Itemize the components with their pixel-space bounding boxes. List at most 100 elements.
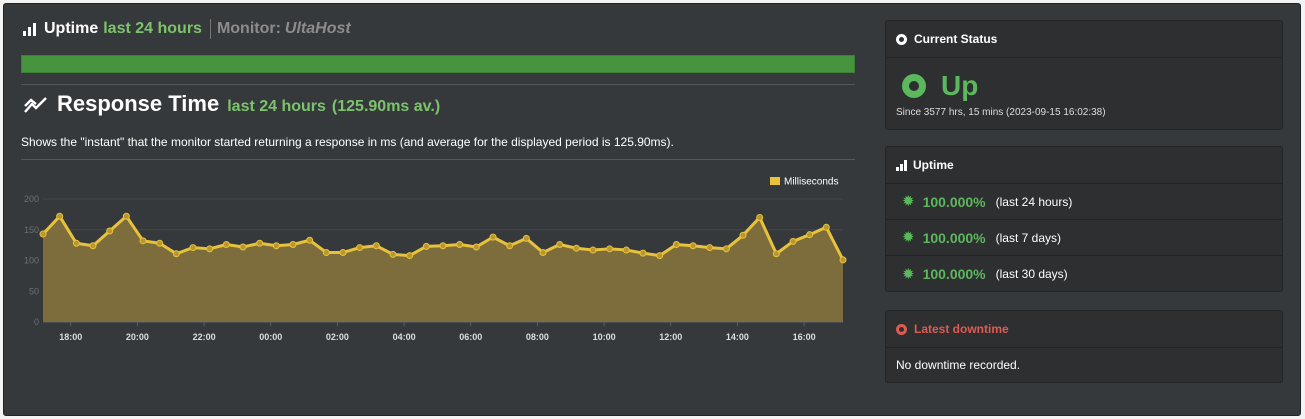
status-text: Up [941, 70, 979, 101]
response-time-period: last 24 hours [227, 98, 326, 115]
bar-chart-icon [23, 22, 36, 36]
uptime-header: Uptime last 24 hours Monitor: UltaHost [21, 18, 855, 40]
data-point [72, 239, 80, 247]
response-time-chart: 0 50 100 150 200 18:00 20:00 22:00 00:00 02:00 04:… [21, 166, 855, 342]
x-tick-label: 14:00 [726, 332, 749, 341]
y-tick-label: 200 [24, 194, 39, 204]
uptime-range: (last 7 days) [995, 230, 1061, 245]
x-tick-label: 06:00 [459, 332, 482, 341]
data-point [672, 241, 680, 249]
legend-swatch [770, 177, 780, 185]
data-point [256, 239, 264, 247]
data-point [556, 241, 564, 249]
x-tick-label: 16:00 [793, 332, 816, 341]
data-point [406, 252, 414, 260]
data-point [806, 231, 814, 239]
data-point [789, 237, 797, 245]
uptime-range: (last 24 hours) [995, 194, 1073, 209]
data-point [722, 245, 730, 253]
data-point [389, 250, 397, 258]
data-point [522, 234, 530, 242]
line-chart-icon [24, 97, 47, 113]
data-point [239, 243, 247, 251]
y-tick-label: 0 [34, 317, 39, 327]
data-point [506, 242, 514, 250]
x-tick-label: 10:00 [593, 332, 616, 341]
latest-downtime-message: No downtime recorded. [896, 358, 1021, 372]
data-point [222, 241, 230, 249]
data-point [706, 244, 714, 252]
data-point [139, 237, 147, 245]
x-tick-label: 00:00 [259, 332, 282, 341]
data-point [739, 231, 747, 239]
gear-icon: ✹ [902, 265, 915, 283]
y-tick-label: 100 [24, 256, 39, 266]
status-since: Since 3577 hrs, 15 mins (2023-09-15 16:0… [896, 107, 1106, 118]
uptime-panel: Uptime ✹ 100.000% (last 24 hours) ✹ 100.… [885, 146, 1283, 292]
x-tick-label: 02:00 [326, 332, 349, 341]
response-time-average: (125.90ms av.) [331, 98, 441, 115]
dashboard-frame: Uptime last 24 hours Monitor: UltaHost R… [3, 3, 1301, 416]
gear-icon: ✹ [902, 229, 915, 246]
data-point [772, 250, 780, 258]
x-tick-label: 12:00 [659, 332, 682, 341]
data-point [39, 230, 47, 238]
data-point [622, 246, 630, 254]
uptime-title: Uptime [44, 20, 99, 37]
data-point [489, 233, 497, 241]
data-point [456, 241, 464, 249]
data-point [639, 249, 647, 257]
uptime-row: ✹ 100.000% (last 30 days) [886, 256, 1282, 292]
data-point [289, 241, 297, 249]
status-up-icon [902, 74, 926, 98]
alert-dot-icon [896, 323, 907, 335]
data-point [572, 244, 580, 252]
x-tick-label: 04:00 [393, 332, 416, 341]
data-point [822, 223, 830, 231]
uptime-percent: 100.000% [922, 229, 986, 246]
uptime-panel-header: Uptime [886, 147, 1282, 184]
data-point [356, 244, 364, 252]
response-time-title: Response Time [57, 91, 220, 116]
legend-label: Milliseconds [784, 177, 838, 188]
series-area [43, 216, 843, 322]
x-tick-label: 08:00 [526, 332, 549, 341]
current-status-panel: Current Status Up Since 3577 hrs, 15 min… [885, 20, 1283, 130]
status-row: Up [886, 58, 1282, 102]
y-tick-label: 150 [24, 225, 39, 235]
current-status-header: Current Status [886, 21, 1282, 58]
header-separator [209, 19, 211, 39]
x-tick-label: 20:00 [126, 332, 149, 341]
data-point [756, 213, 764, 221]
uptime-row: ✹ 100.000% (last 7 days) [886, 220, 1282, 256]
uptime-period: last 24 hours [103, 20, 202, 37]
data-point [656, 252, 664, 260]
data-point [539, 249, 547, 257]
divider [21, 159, 855, 160]
current-status-title: Current Status [914, 32, 998, 46]
data-point [56, 212, 64, 220]
data-point [422, 242, 430, 250]
uptime-panel-title: Uptime [913, 158, 954, 172]
uptime-range: (last 30 days) [995, 267, 1068, 281]
data-point [206, 245, 214, 253]
latest-downtime-panel: Latest downtime No downtime recorded. [885, 310, 1283, 383]
data-point [839, 256, 847, 264]
data-point [272, 242, 280, 250]
response-time-header: Response Time last 24 hours (125.90ms av… [21, 91, 855, 119]
data-point [122, 212, 130, 220]
uptime-percent: 100.000% [922, 266, 986, 282]
monitor-name: UltaHost [284, 20, 351, 37]
data-point [106, 227, 114, 235]
uptime-percent: 100.000% [922, 193, 986, 210]
latest-downtime-title: Latest downtime [914, 322, 1009, 336]
data-point [322, 249, 330, 257]
x-tick-label: 22:00 [193, 332, 216, 341]
y-tick-label: 50 [29, 286, 39, 296]
data-point [306, 236, 314, 244]
data-point [372, 242, 380, 250]
left-column: Uptime last 24 hours Monitor: UltaHost R… [21, 18, 855, 342]
data-point [689, 242, 697, 250]
chart-svg: 0 50 100 150 200 18:00 20:00 22:00 00:00 02:00 04:… [24, 177, 847, 342]
monitor-label: Monitor: [216, 20, 281, 37]
